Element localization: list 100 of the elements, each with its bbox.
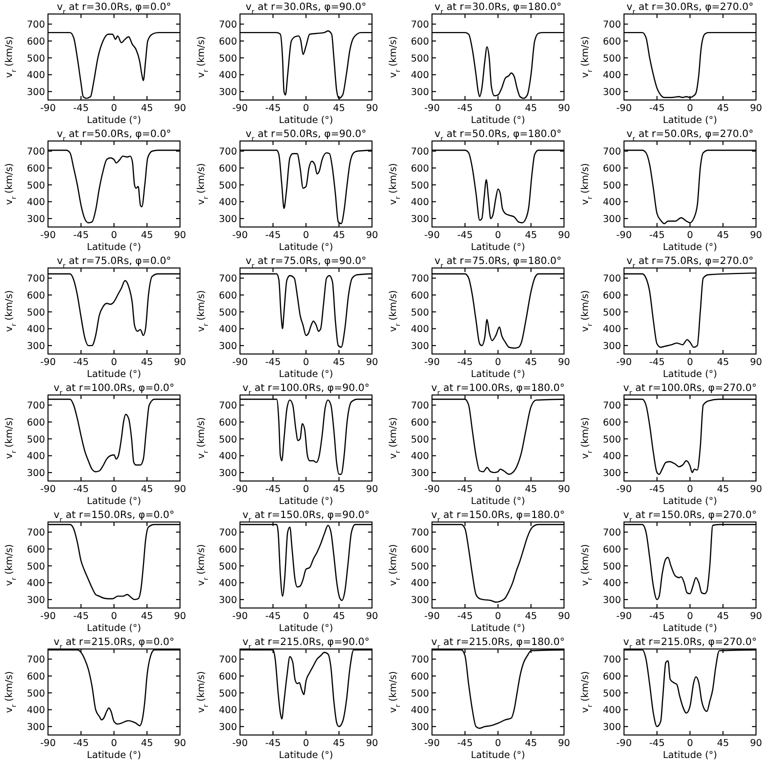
y-tick-label: 500	[26, 180, 45, 192]
x-tick-label: 0	[686, 611, 694, 622]
x-axis-title: Latitude (°)	[662, 369, 718, 380]
x-tick-label: -90	[40, 357, 56, 368]
x-axis-title: Latitude (°)	[662, 496, 718, 507]
x-tick-label: 90	[750, 738, 762, 749]
x-tick-label: 45	[332, 230, 346, 241]
y-tick-label: 700	[218, 274, 237, 285]
x-tick-label: -45	[457, 484, 473, 495]
y-tick-label: 400	[602, 451, 621, 462]
x-tick-label: -90	[424, 738, 440, 749]
x-tick-label: 0	[494, 103, 502, 114]
y-tick-label: 600	[410, 544, 429, 556]
x-axis-title: Latitude (°)	[86, 496, 142, 507]
y-tick-label: 600	[218, 36, 237, 48]
x-tick-label: 45	[332, 103, 346, 114]
x-axis-title: Latitude (°)	[86, 750, 142, 761]
y-tick-label: 700	[218, 654, 237, 666]
y-tick-label: 700	[26, 20, 45, 31]
y-tick-label: 700	[602, 20, 621, 31]
y-tick-label: 500	[602, 307, 621, 318]
x-tick-label: 0	[110, 738, 118, 749]
y-tick-label: 400	[26, 324, 45, 336]
y-tick-label: 600	[26, 36, 45, 48]
x-tick-label: 90	[366, 230, 378, 241]
x-tick-label: -90	[232, 357, 248, 368]
x-tick-label: -90	[40, 230, 56, 241]
y-tick-label: 500	[410, 561, 429, 572]
y-tick-label: 600	[218, 544, 237, 556]
y-tick-label: 300	[410, 722, 429, 734]
x-tick-label: -90	[424, 103, 440, 114]
y-tick-label: 400	[410, 705, 429, 716]
y-tick-label: 400	[410, 70, 429, 82]
y-tick-label: 500	[218, 688, 237, 700]
y-tick-label: 400	[602, 70, 621, 82]
y-tick-label: 700	[26, 400, 45, 412]
x-tick-label: 90	[750, 484, 762, 495]
x-tick-label: 0	[110, 357, 118, 368]
x-tick-label: 0	[302, 611, 310, 622]
x-tick-label: 0	[686, 738, 694, 749]
x-tick-label: 0	[110, 230, 118, 241]
x-tick-label: -45	[457, 611, 473, 622]
x-tick-label: 90	[558, 738, 570, 749]
x-tick-label: -90	[424, 230, 440, 241]
y-tick-label: 500	[410, 434, 429, 446]
y-tick-label: 700	[410, 146, 429, 158]
x-tick-label: -45	[265, 738, 281, 749]
y-tick-label: 500	[218, 180, 237, 192]
x-axis-title: Latitude (°)	[86, 623, 142, 634]
x-tick-label: 90	[750, 230, 762, 241]
x-tick-label: 45	[524, 484, 538, 495]
x-axis-title: Latitude (°)	[278, 242, 334, 253]
y-tick-label: 700	[602, 528, 621, 539]
x-tick-label: 45	[524, 738, 538, 749]
y-tick-label: 300	[26, 87, 45, 98]
y-tick-label: 600	[26, 163, 45, 174]
x-axis-title: Latitude (°)	[86, 369, 142, 380]
y-tick-label: 600	[26, 671, 45, 682]
x-tick-label: -45	[73, 357, 89, 368]
y-tick-label: 300	[410, 595, 429, 606]
y-tick-label: 400	[26, 705, 45, 716]
x-tick-label: -45	[649, 230, 665, 241]
x-tick-label: 45	[524, 357, 538, 368]
y-tick-label: 300	[26, 595, 45, 606]
x-tick-label: 45	[524, 611, 538, 622]
y-tick-label: 600	[602, 671, 621, 682]
y-tick-label: 300	[218, 341, 237, 352]
y-tick-label: 400	[218, 197, 237, 208]
y-tick-label: 600	[410, 163, 429, 174]
x-tick-label: 0	[494, 230, 502, 241]
y-tick-label: 300	[410, 468, 429, 480]
x-tick-label: 90	[750, 611, 762, 622]
x-axis-title: Latitude (°)	[662, 115, 718, 126]
y-tick-label: 700	[218, 400, 237, 412]
x-axis-title: Latitude (°)	[470, 242, 526, 253]
x-tick-label: 90	[558, 484, 570, 495]
x-tick-label: -90	[40, 738, 56, 749]
y-tick-label: 500	[26, 434, 45, 446]
x-tick-label: 90	[366, 357, 378, 368]
y-tick-label: 300	[26, 214, 45, 226]
x-axis-title: Latitude (°)	[662, 623, 718, 634]
x-tick-label: 90	[174, 103, 186, 114]
y-tick-label: 600	[218, 290, 237, 302]
y-tick-label: 700	[410, 654, 429, 666]
y-tick-label: 700	[26, 654, 45, 666]
x-tick-label: 90	[174, 357, 186, 368]
y-tick-label: 600	[410, 417, 429, 428]
y-tick-label: 300	[602, 87, 621, 98]
y-tick-label: 500	[410, 307, 429, 318]
x-tick-label: -45	[649, 357, 665, 368]
y-tick-label: 600	[26, 290, 45, 302]
x-tick-label: 0	[110, 611, 118, 622]
x-tick-label: -90	[40, 611, 56, 622]
x-tick-label: -45	[73, 230, 89, 241]
x-tick-label: 45	[140, 738, 154, 749]
y-tick-label: 600	[602, 544, 621, 556]
x-tick-label: 45	[140, 230, 154, 241]
y-tick-label: 600	[218, 417, 237, 428]
x-tick-label: -90	[424, 357, 440, 368]
x-axis-title: Latitude (°)	[86, 115, 142, 126]
